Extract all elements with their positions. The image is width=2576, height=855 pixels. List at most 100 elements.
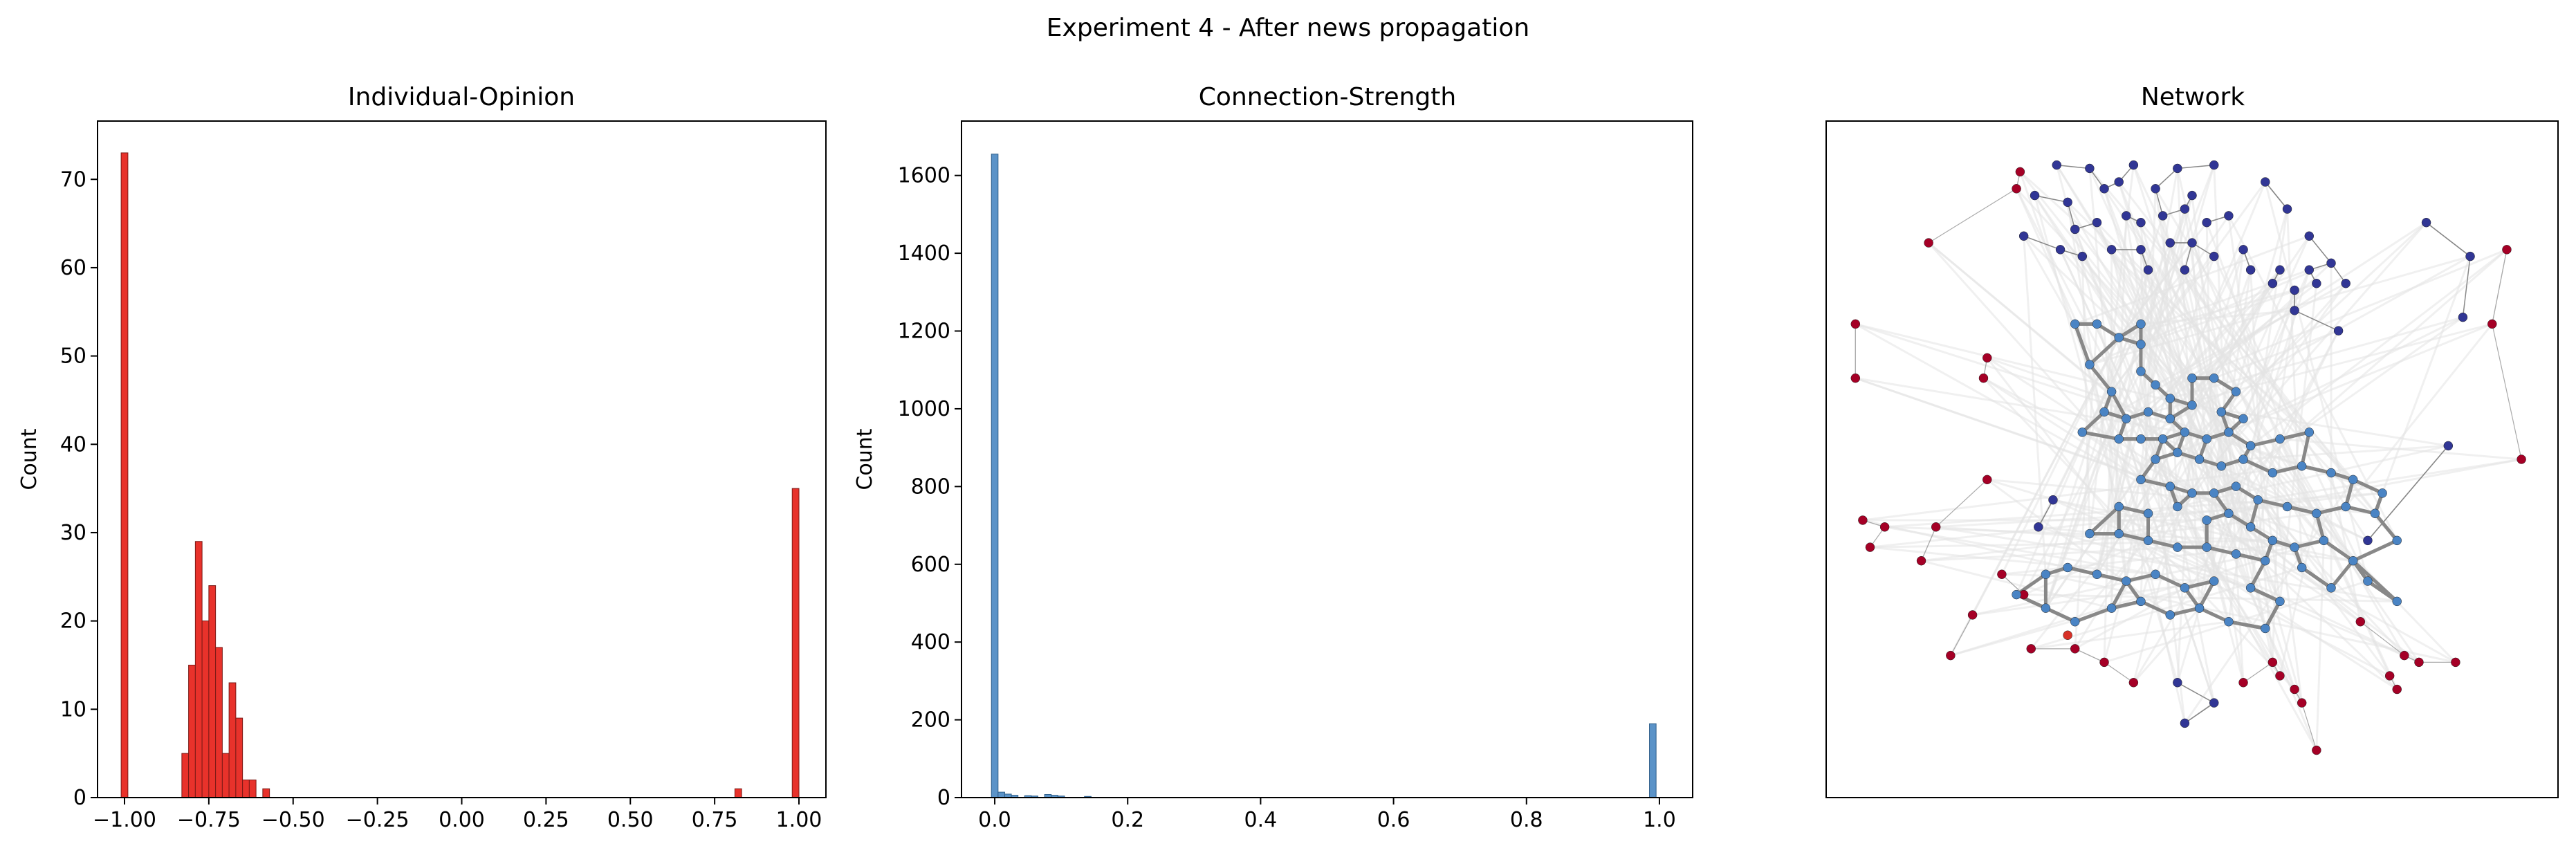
network-edge xyxy=(1950,614,1974,656)
network-node-red xyxy=(1997,569,2007,580)
network-node-navy xyxy=(2326,258,2336,268)
background-edge xyxy=(2044,269,2149,609)
network-node-blue xyxy=(2165,610,2175,620)
network-edge xyxy=(2272,464,2303,475)
histogram-bar xyxy=(188,664,196,798)
network-node-blue xyxy=(2245,522,2256,532)
network-node-blue xyxy=(2194,603,2205,613)
network-edge xyxy=(2001,573,2025,596)
histogram-bar xyxy=(734,788,742,798)
network-node-navy xyxy=(2180,718,2190,728)
network-node-blue xyxy=(2245,583,2256,593)
network-node-blue xyxy=(2275,434,2285,444)
background-edge xyxy=(2081,256,2091,534)
network-node-blue xyxy=(2077,428,2088,437)
network-node-red xyxy=(2297,698,2307,708)
histogram-bar xyxy=(235,717,243,798)
network-node-red xyxy=(2267,657,2278,668)
y-tick-label: 40 xyxy=(60,432,86,457)
network-node-navy xyxy=(2092,217,2102,228)
network-node-blue xyxy=(2202,434,2211,444)
network-node-navy xyxy=(2106,245,2117,255)
background-edge xyxy=(2177,506,2456,663)
network-node-blue xyxy=(2151,569,2160,580)
network-edge xyxy=(2301,464,2332,475)
network-edge xyxy=(2286,505,2317,515)
network-axes-frame xyxy=(1825,120,2559,798)
network-node-navy xyxy=(2443,441,2454,451)
network-node-blue xyxy=(2099,407,2109,417)
network-node-blue xyxy=(2312,508,2321,518)
network-node-blue xyxy=(2114,333,2124,342)
network-edge xyxy=(2330,560,2355,589)
network-node-blue xyxy=(2143,508,2153,518)
network-node-blue xyxy=(2326,468,2336,478)
network-node-red xyxy=(2400,650,2409,661)
background-edge xyxy=(2089,255,2471,366)
network-edge xyxy=(2057,164,2090,169)
background-edge xyxy=(2117,181,2216,494)
background-edge xyxy=(2140,255,2471,440)
histogram-bar xyxy=(1649,723,1657,798)
network-edge xyxy=(2426,222,2471,257)
network-node-blue xyxy=(2245,441,2256,451)
network-node-red xyxy=(1850,319,1861,329)
network-edge xyxy=(2352,478,2384,495)
x-tick-label: −0.25 xyxy=(346,808,410,832)
network-node-navy xyxy=(2261,177,2270,187)
network-edge xyxy=(2081,410,2106,434)
network-node-blue xyxy=(2194,454,2205,464)
network-node-blue xyxy=(2143,535,2153,546)
background-edge xyxy=(2117,181,2281,602)
x-tick-label: 0.50 xyxy=(607,808,654,832)
network-node-blue xyxy=(2165,481,2175,491)
network-edge xyxy=(2316,505,2346,515)
network-node-red xyxy=(2275,671,2285,681)
network-node-navy xyxy=(2245,265,2256,275)
network-edge xyxy=(2177,682,2215,704)
network-node-navy xyxy=(2458,312,2468,322)
network-node-blue xyxy=(2136,434,2146,444)
background-edge xyxy=(2045,573,2456,663)
y-tick-label: 20 xyxy=(60,609,86,634)
x-tick-label: 0.6 xyxy=(1377,808,1410,832)
network-edge xyxy=(2235,552,2266,563)
network-node-blue xyxy=(2341,502,2350,512)
network-node-navy xyxy=(2465,251,2475,261)
background-edge xyxy=(2147,269,2230,514)
network-edge xyxy=(2074,648,2105,663)
network-node-red xyxy=(1879,522,1890,532)
network-node-navy xyxy=(2034,522,2043,532)
network-node-blue xyxy=(2348,475,2358,485)
network-node-red xyxy=(2099,657,2109,668)
network-node-navy xyxy=(2275,265,2285,275)
y-tick-label: 1600 xyxy=(898,164,950,188)
connection-strength-ylabel: Count xyxy=(853,428,877,490)
network-node-blue xyxy=(2319,535,2329,546)
network-node-red xyxy=(1924,238,1933,248)
network-edge xyxy=(2359,621,2405,656)
network-node-blue xyxy=(2187,373,2197,383)
network-node-red xyxy=(2238,677,2248,688)
network-edge xyxy=(2243,457,2274,475)
network-edge xyxy=(2118,532,2149,542)
network-node-red xyxy=(1946,650,1956,661)
network-node-navy xyxy=(2209,698,2219,708)
background-edge xyxy=(2110,282,2347,609)
network-edge xyxy=(2323,539,2355,562)
network-node-red xyxy=(2070,644,2080,654)
network-node-blue xyxy=(2202,542,2211,552)
network-node-navy xyxy=(2282,204,2292,214)
network-edge xyxy=(2184,579,2215,590)
network-edge xyxy=(2228,620,2266,630)
background-edge xyxy=(2279,283,2318,602)
network-node-blue xyxy=(2114,528,2124,539)
network-node-blue xyxy=(2290,542,2299,552)
network-edge xyxy=(1935,479,1988,528)
network-edge xyxy=(2081,430,2119,441)
network-edge xyxy=(2096,572,2127,583)
background-edge xyxy=(2118,289,2295,339)
x-tick-label: −0.50 xyxy=(261,808,325,832)
network-node-navy xyxy=(2363,535,2373,546)
y-tick-label: 30 xyxy=(60,521,86,545)
